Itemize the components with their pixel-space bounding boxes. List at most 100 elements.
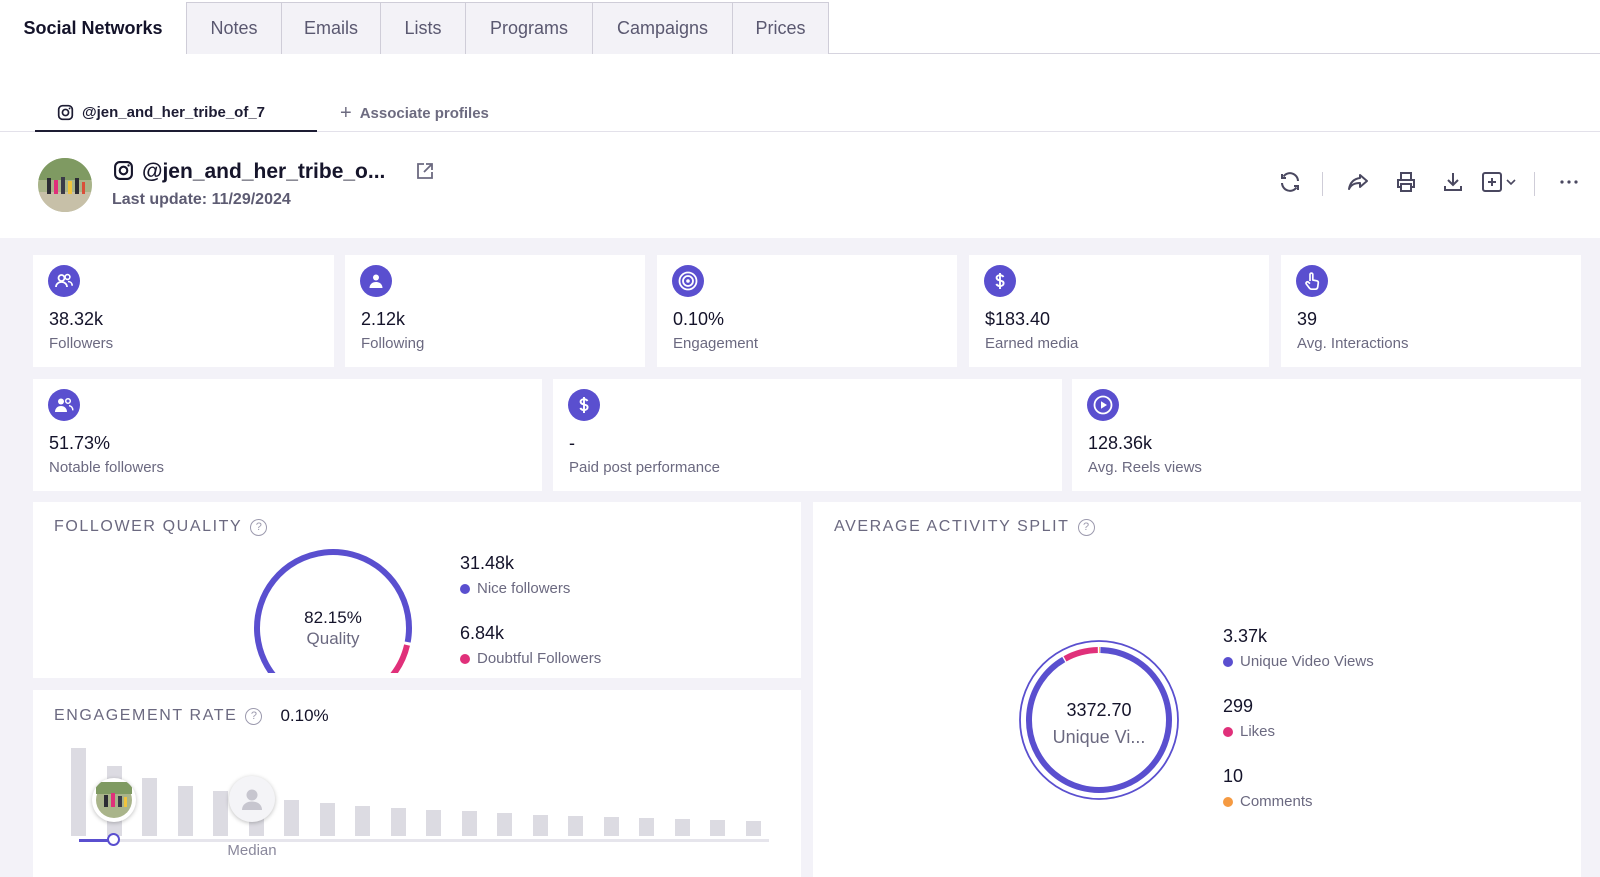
download-icon[interactable] bbox=[1441, 170, 1465, 194]
comments-value: 10 bbox=[1223, 766, 1244, 786]
notable-followers-label: Notable followers bbox=[49, 459, 165, 476]
notable-followers-value: 51.73% bbox=[49, 433, 111, 453]
avatar bbox=[38, 158, 92, 212]
histogram-bar bbox=[71, 748, 86, 836]
following-value: 2.12k bbox=[361, 309, 406, 329]
more-icon[interactable] bbox=[1557, 170, 1581, 194]
activity-center-value: 3372.70 bbox=[1066, 700, 1132, 720]
tab-social-networks[interactable]: Social Networks bbox=[0, 2, 186, 55]
stat-card-avg-interactions: 39 Avg. Interactions bbox=[1281, 255, 1581, 367]
divider bbox=[1322, 172, 1323, 196]
likes-legend: Likes bbox=[1223, 723, 1275, 740]
nice-followers-value: 31.48k bbox=[460, 553, 515, 573]
histogram-bar bbox=[177, 786, 193, 836]
nice-followers-label: Nice followers bbox=[477, 580, 571, 597]
followers-label: Followers bbox=[49, 335, 114, 352]
profile-subtab-bar: @jen_and_her_tribe_of_7 + Associate prof… bbox=[0, 54, 1600, 132]
gauge-center: 82.15% Quality bbox=[253, 608, 413, 649]
donut-center: 3372.70 Unique Vi... bbox=[1019, 700, 1179, 748]
refresh-icon[interactable] bbox=[1278, 170, 1302, 194]
profile-name: @jen_and_her_tribe_o... bbox=[142, 160, 386, 183]
earned-media-value: $183.40 bbox=[985, 309, 1051, 329]
activity-center-label: Unique Vi... bbox=[1052, 727, 1146, 747]
reels-views-value: 128.36k bbox=[1088, 433, 1153, 453]
histogram-bar bbox=[355, 806, 370, 836]
stat-card-following: 2.12k Following bbox=[345, 255, 645, 367]
engagement-rate-value: 0.10% bbox=[280, 706, 329, 725]
tab-prices[interactable]: Prices bbox=[732, 2, 829, 54]
subtab-profile[interactable]: @jen_and_her_tribe_of_7 bbox=[35, 94, 317, 132]
activity-split-title-text: AVERAGE ACTIVITY SPLIT bbox=[834, 518, 1070, 535]
dollar-icon bbox=[984, 265, 1016, 297]
doubtful-followers-value: 6.84k bbox=[460, 623, 505, 643]
following-icon bbox=[360, 265, 392, 297]
earned-media-label: Earned media bbox=[985, 335, 1079, 352]
histogram-bar bbox=[710, 820, 725, 836]
profile-header: @jen_and_her_tribe_o... Last update: 11/… bbox=[0, 132, 1600, 238]
median-marker bbox=[229, 776, 275, 822]
profile-marker-avatar bbox=[92, 778, 136, 822]
profile-marker-handle[interactable] bbox=[107, 833, 120, 846]
stat-card-engagement: 0.10% Engagement bbox=[657, 255, 957, 367]
tab-campaigns[interactable]: Campaigns bbox=[592, 2, 733, 54]
add-to-list-icon[interactable] bbox=[1481, 170, 1521, 194]
instagram-icon bbox=[114, 161, 133, 180]
engagement-rate-title-text: ENGAGEMENT RATE bbox=[54, 707, 238, 724]
notable-followers-icon bbox=[48, 389, 80, 421]
user-icon bbox=[242, 789, 262, 810]
pointer-icon bbox=[1296, 265, 1328, 297]
print-icon[interactable] bbox=[1394, 170, 1418, 194]
donut-segment-0 bbox=[1026, 647, 1172, 793]
donut-outer-ring bbox=[1019, 640, 1179, 800]
legend-dot bbox=[1223, 796, 1233, 807]
stat-card-reels-views: 128.36k Avg. Reels views bbox=[1072, 379, 1581, 491]
tab-programs[interactable]: Programs bbox=[465, 2, 593, 54]
slider-fill bbox=[79, 839, 114, 842]
histogram-bar bbox=[639, 818, 654, 836]
legend-dot bbox=[1223, 656, 1233, 667]
associate-profiles-button[interactable]: + Associate profiles bbox=[340, 94, 489, 132]
help-icon[interactable]: ? bbox=[250, 518, 268, 536]
quality-value: 82.15% bbox=[304, 608, 362, 627]
top-tab-bar: Social Networks Notes Emails Lists Progr… bbox=[0, 0, 1600, 55]
tab-lists[interactable]: Lists bbox=[380, 2, 466, 54]
likes-label: Likes bbox=[1240, 723, 1276, 740]
dollar-icon bbox=[568, 389, 600, 421]
engagement-label: Engagement bbox=[673, 335, 759, 352]
paid-post-label: Paid post performance bbox=[569, 459, 720, 476]
gauge-segment-doubtful bbox=[390, 644, 410, 673]
external-link-icon[interactable] bbox=[415, 161, 435, 181]
tab-emails[interactable]: Emails bbox=[281, 2, 381, 54]
comments-legend: Comments bbox=[1223, 793, 1313, 810]
histogram-bar bbox=[319, 803, 335, 836]
tab-notes[interactable]: Notes bbox=[186, 2, 282, 54]
gauge-segment-nice bbox=[254, 549, 412, 673]
quality-label: Quality bbox=[306, 629, 360, 648]
histogram-bar bbox=[213, 791, 228, 836]
follower-quality-gauge bbox=[254, 549, 412, 673]
help-icon[interactable]: ? bbox=[245, 707, 263, 725]
video-views-label: Unique Video Views bbox=[1240, 653, 1374, 670]
histogram-bar bbox=[674, 819, 690, 836]
avg-interactions-value: 39 bbox=[1297, 309, 1318, 329]
follower-quality-card: FOLLOWER QUALITY? 82.15% Quality 31.48k … bbox=[33, 502, 801, 678]
stat-card-followers: 38.32k Followers bbox=[33, 255, 334, 367]
doubtful-followers-label: Doubtful Followers bbox=[477, 650, 602, 667]
divider bbox=[1534, 172, 1535, 196]
histogram-bar bbox=[390, 808, 406, 836]
histogram-bar bbox=[532, 815, 548, 836]
instagram-icon bbox=[57, 104, 74, 120]
paid-post-value: - bbox=[569, 433, 575, 453]
follower-quality-title-text: FOLLOWER QUALITY bbox=[54, 518, 243, 535]
engagement-rate-title: ENGAGEMENT RATE? 0.10% bbox=[54, 706, 329, 726]
median-label: Median bbox=[227, 842, 277, 859]
target-icon bbox=[672, 265, 704, 297]
plus-icon: + bbox=[340, 101, 352, 124]
followers-icon bbox=[48, 265, 80, 297]
stat-card-earned-media: $183.40 Earned media bbox=[969, 255, 1269, 367]
histogram-bar bbox=[745, 821, 761, 836]
help-icon[interactable]: ? bbox=[1077, 518, 1095, 536]
share-icon[interactable] bbox=[1346, 170, 1370, 194]
reels-views-label: Avg. Reels views bbox=[1088, 459, 1202, 476]
associate-profiles-label: Associate profiles bbox=[359, 104, 489, 122]
